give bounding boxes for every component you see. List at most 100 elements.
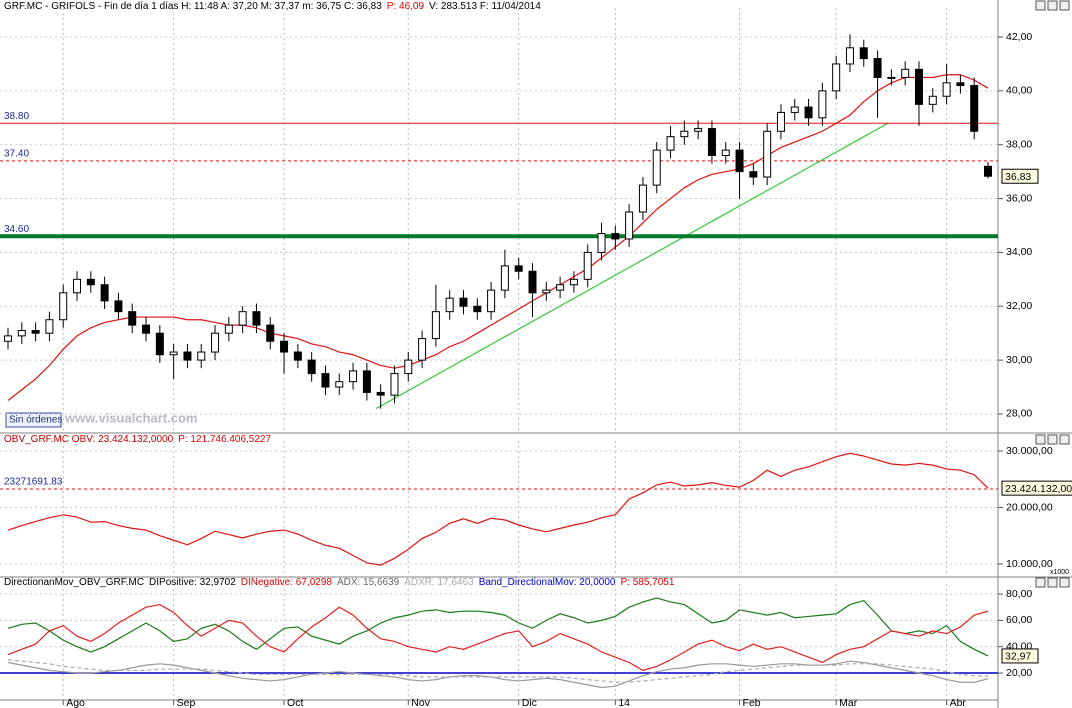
last-value-box — [1001, 168, 1039, 184]
title-part: DINegative: 67,0298 — [241, 577, 333, 588]
candle-body — [197, 351, 206, 361]
candle-body — [583, 251, 592, 280]
candle-body — [376, 391, 385, 396]
y-tick-label: 30.000,00 — [1006, 445, 1053, 457]
x-tick-label: Sep — [177, 697, 196, 708]
candle-body — [128, 311, 137, 326]
candle-body — [707, 128, 716, 156]
candle-body — [749, 171, 758, 178]
candle-body — [790, 106, 799, 113]
button[interactable] — [1047, 0, 1058, 11]
level-label: 37.40 — [4, 149, 29, 160]
candle-body — [362, 370, 371, 393]
candle-body — [4, 335, 12, 342]
title-part: ADXR: 17,6463 — [404, 577, 474, 588]
candle-body — [45, 319, 54, 334]
candle-body — [638, 184, 647, 213]
badge-box[interactable] — [5, 412, 62, 428]
candle-body — [487, 289, 496, 313]
button[interactable] — [1035, 0, 1046, 11]
last-value-label: 23.424.132,00 — [1005, 483, 1072, 495]
candle-body — [183, 351, 192, 361]
y-tick-label: 80,00 — [1006, 588, 1032, 600]
y-tick-label: 36,00 — [1006, 192, 1032, 204]
candle-body — [859, 47, 868, 60]
series-line — [7, 660, 989, 689]
candle-body — [211, 332, 220, 353]
candle-body — [114, 300, 123, 313]
candle-body — [17, 330, 26, 337]
level-label: 38.80 — [4, 111, 29, 122]
candle-body — [597, 233, 606, 253]
candle-body — [169, 351, 178, 356]
candle-body — [224, 324, 233, 334]
candle-body — [845, 47, 854, 65]
candle-body — [694, 128, 703, 132]
y-tick-label: 32,00 — [1006, 300, 1032, 312]
y-tick-label: 20.000,00 — [1006, 501, 1053, 513]
button[interactable] — [1059, 0, 1070, 11]
series-line — [7, 597, 989, 657]
level-label: 23271691.83 — [4, 477, 63, 488]
candle-body — [914, 68, 923, 105]
candle-body — [776, 111, 785, 132]
candle-body — [100, 284, 109, 302]
y-tick-label: 42,00 — [1006, 31, 1032, 43]
candle-body — [873, 58, 882, 78]
level-label: 34.60 — [4, 224, 29, 235]
candle-body — [445, 297, 454, 313]
candle-body — [31, 330, 40, 334]
trendline — [375, 122, 889, 410]
series-line — [7, 659, 989, 683]
candle-body — [984, 165, 992, 177]
x-tick-label: Ago — [66, 697, 85, 708]
candle-body — [887, 76, 896, 79]
title-part: V: 283.513 F: 11/04/2014 — [429, 1, 541, 12]
x-tick-label: Oct — [287, 697, 303, 708]
last-value-box — [1001, 480, 1072, 496]
title-part: ADX: 15,6639 — [337, 577, 400, 588]
title-part: P: 46,09 — [387, 1, 425, 12]
candle-body — [155, 332, 164, 356]
y-tick-label: 40,00 — [1006, 85, 1032, 97]
candle-body — [473, 305, 482, 313]
moving-average — [7, 74, 989, 401]
candle-body — [252, 311, 261, 326]
button[interactable] — [1059, 577, 1070, 588]
candle-body — [625, 211, 634, 240]
title-part: GRF.MC - GRIFOLS - Fin de día 1 días H: … — [4, 1, 382, 12]
watermark: www.visualchart.com — [64, 410, 197, 425]
panel-title: OBV_GRF.MC OBV: 23.424.132,0000 P: 121.74… — [4, 434, 271, 445]
candle-body — [293, 351, 302, 361]
button[interactable] — [1047, 434, 1058, 445]
panel-title: GRF.MC - GRIFOLS - Fin de día 1 días H: … — [4, 1, 541, 12]
candle-body — [335, 381, 344, 388]
candle-body — [666, 136, 675, 151]
candle-body — [238, 311, 247, 326]
candle-body — [321, 373, 330, 388]
title-part: OBV_GRF.MC OBV: 23.424.132,0000 — [4, 434, 174, 445]
badge[interactable]: Sin órdenes — [9, 415, 62, 426]
title-part: DIPositive: 32,9702 — [149, 577, 236, 588]
candle-body — [928, 95, 937, 105]
y-tick-label: 38,00 — [1006, 139, 1032, 151]
last-value-label: 36,83 — [1005, 171, 1031, 183]
candle-body — [266, 324, 275, 342]
candle-body — [404, 359, 413, 375]
candle-body — [431, 311, 440, 340]
x-tick-label: 14 — [618, 697, 630, 708]
candle-body — [569, 278, 578, 286]
candle-body — [804, 106, 813, 119]
candle-body — [721, 149, 730, 157]
button[interactable] — [1035, 434, 1046, 445]
panel-buttons[interactable] — [1035, 0, 1070, 588]
button[interactable] — [1047, 577, 1058, 588]
candle-body — [142, 324, 151, 334]
button[interactable] — [1059, 434, 1070, 445]
candle-body — [556, 284, 565, 291]
button[interactable] — [1035, 577, 1046, 588]
y-tick-label: 30,00 — [1006, 354, 1032, 366]
candle-body — [542, 289, 551, 294]
